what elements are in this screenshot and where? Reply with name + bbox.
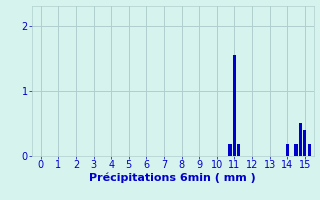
Bar xyxy=(228,144,232,156)
Bar xyxy=(286,144,289,156)
Bar xyxy=(299,123,302,156)
Bar xyxy=(237,144,240,156)
X-axis label: Précipitations 6min ( mm ): Précipitations 6min ( mm ) xyxy=(89,173,256,183)
Bar xyxy=(308,144,311,156)
Bar xyxy=(294,144,298,156)
Bar xyxy=(233,55,236,156)
Bar xyxy=(303,130,306,156)
